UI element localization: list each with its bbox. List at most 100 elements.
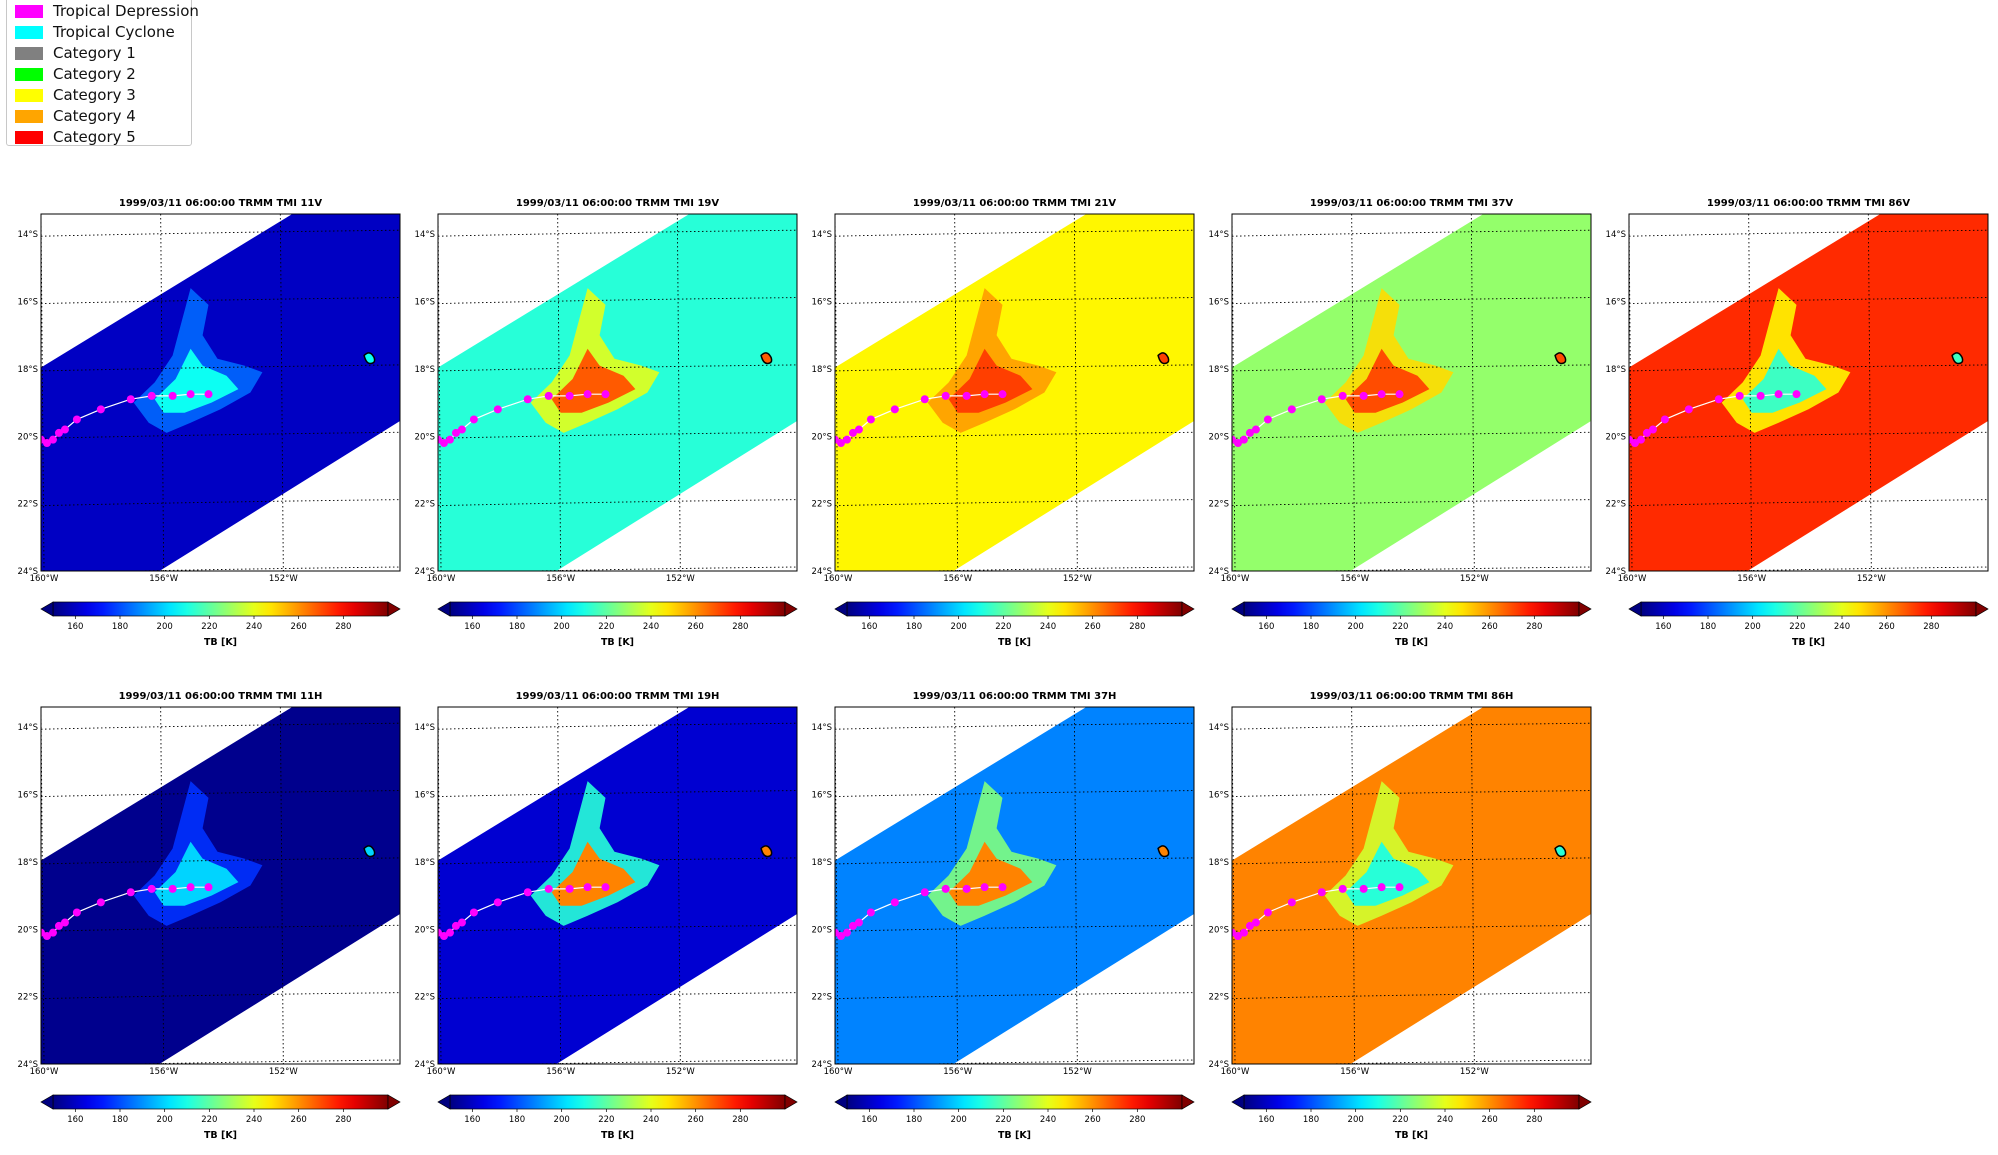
track-point <box>1648 425 1657 434</box>
colorbar-tick-label: 160 <box>861 622 877 632</box>
colorbar-tick-label: 160 <box>67 622 83 632</box>
track-point <box>1395 883 1404 892</box>
x-tick-label: 160°W <box>427 1067 456 1077</box>
colorbar-tick-label: 220 <box>1392 1115 1408 1125</box>
legend-item: Tropical Depression <box>15 1 199 21</box>
track-point <box>445 435 454 444</box>
track-point <box>1233 439 1242 448</box>
colorbar-tick-label: 240 <box>1834 622 1850 632</box>
track-point <box>54 921 63 930</box>
colorbar-tick-label: 180 <box>1303 1115 1319 1125</box>
track-point <box>72 908 81 917</box>
colorbar-tick-label: 160 <box>1258 622 1274 632</box>
track-point <box>836 932 845 941</box>
colorbar-tick-label: 240 <box>643 1115 659 1125</box>
y-tick-label: 20°S <box>1209 432 1229 442</box>
colorbar-tick-label: 160 <box>1655 622 1671 632</box>
track-point <box>962 884 971 893</box>
legend-label: Category 4 <box>53 107 136 125</box>
colorbar <box>1243 601 1580 617</box>
colorbar-tick-label: 180 <box>1303 622 1319 632</box>
track-point <box>544 884 553 893</box>
track-point <box>469 908 478 917</box>
x-tick-label: 152°W <box>269 1067 298 1077</box>
x-tick-label: 160°W <box>1221 574 1250 584</box>
colorbar-tick-label: 260 <box>291 1115 307 1125</box>
track-point <box>1263 415 1272 424</box>
x-tick-label: 152°W <box>1857 574 1886 584</box>
legend-label: Category 1 <box>53 44 136 62</box>
colorbar-tick-label: 220 <box>201 622 217 632</box>
legend-swatch <box>15 130 43 144</box>
y-tick-label: 20°S <box>415 432 435 442</box>
x-tick-label: 152°W <box>666 1067 695 1077</box>
colorbar-tick-label: 180 <box>906 622 922 632</box>
colorbar-label: TB [K] <box>1792 637 1825 648</box>
colorbar-tick-label: 220 <box>1392 622 1408 632</box>
x-tick-label: 156°W <box>546 1067 575 1077</box>
track-point <box>1245 921 1254 930</box>
track-point <box>1660 415 1669 424</box>
x-tick-label: 160°W <box>1221 1067 1250 1077</box>
legend-swatch <box>15 4 43 18</box>
y-tick-label: 22°S <box>812 500 832 510</box>
y-tick-label: 24°S <box>18 567 38 577</box>
x-tick-label: 156°W <box>943 1067 972 1077</box>
y-tick-label: 22°S <box>415 993 435 1003</box>
track-point <box>1714 395 1723 404</box>
y-tick-label: 22°S <box>1209 500 1229 510</box>
track-point <box>439 932 448 941</box>
x-tick-label: 160°W <box>427 574 456 584</box>
track-point <box>147 391 156 400</box>
y-tick-label: 24°S <box>1606 567 1626 577</box>
y-tick-label: 18°S <box>812 858 832 868</box>
colorbar-tick-label: 280 <box>732 622 748 632</box>
legend-label: Category 5 <box>53 128 136 146</box>
colorbar-tick-label: 200 <box>157 1115 173 1125</box>
track-point <box>1735 391 1744 400</box>
plot-frame <box>437 213 798 572</box>
map-panel: 1999/03/11 06:00:00 TRMM TMI 19H 14°S 16°S… <box>415 691 798 1141</box>
colorbar-tick-label: 160 <box>464 622 480 632</box>
track-point <box>1377 883 1386 892</box>
track-point <box>493 405 502 414</box>
colorbar-tick-label: 180 <box>1700 622 1716 632</box>
track-point <box>1338 391 1347 400</box>
track-point <box>1287 405 1296 414</box>
y-tick-label: 24°S <box>812 567 832 577</box>
colorbar-high-extend <box>784 601 798 617</box>
track-point <box>457 918 466 927</box>
colorbar-tick-label: 240 <box>246 622 262 632</box>
panel-title: 1999/03/11 06:00:00 TRMM TMI 11V <box>119 198 322 209</box>
island-outline <box>1554 352 1567 365</box>
map-panel: 1999/03/11 06:00:00 TRMM TMI 37H 14°S 16°S… <box>812 691 1195 1141</box>
colorbar-tick-label: 260 <box>688 622 704 632</box>
colorbar-low-extend <box>834 601 848 617</box>
plot-frame <box>1231 706 1592 1065</box>
y-tick-label: 20°S <box>1209 925 1229 935</box>
colorbar-tick-label: 220 <box>598 1115 614 1125</box>
colorbar-tick-label: 260 <box>1879 622 1895 632</box>
track-point <box>1233 932 1242 941</box>
track-point <box>890 898 899 907</box>
colorbar-tick-label: 240 <box>1437 1115 1453 1125</box>
colorbar-tick-label: 260 <box>1482 622 1498 632</box>
x-tick-label: 152°W <box>1063 574 1092 584</box>
colorbar-tick-label: 280 <box>335 622 351 632</box>
colorbar-label: TB [K] <box>204 637 237 648</box>
track-point <box>1774 390 1783 399</box>
colorbar-label: TB [K] <box>601 637 634 648</box>
track-point <box>941 884 950 893</box>
track-point <box>866 908 875 917</box>
track-point <box>998 883 1007 892</box>
legend-label: Tropical Depression <box>53 2 199 20</box>
colorbar-tick-label: 180 <box>509 622 525 632</box>
track-point <box>126 395 135 404</box>
island-outline <box>1157 352 1170 365</box>
colorbar <box>1640 601 1977 617</box>
track-point <box>168 391 177 400</box>
colorbar-tick-label: 260 <box>1085 1115 1101 1125</box>
track-point <box>1251 425 1260 434</box>
track-point <box>565 884 574 893</box>
